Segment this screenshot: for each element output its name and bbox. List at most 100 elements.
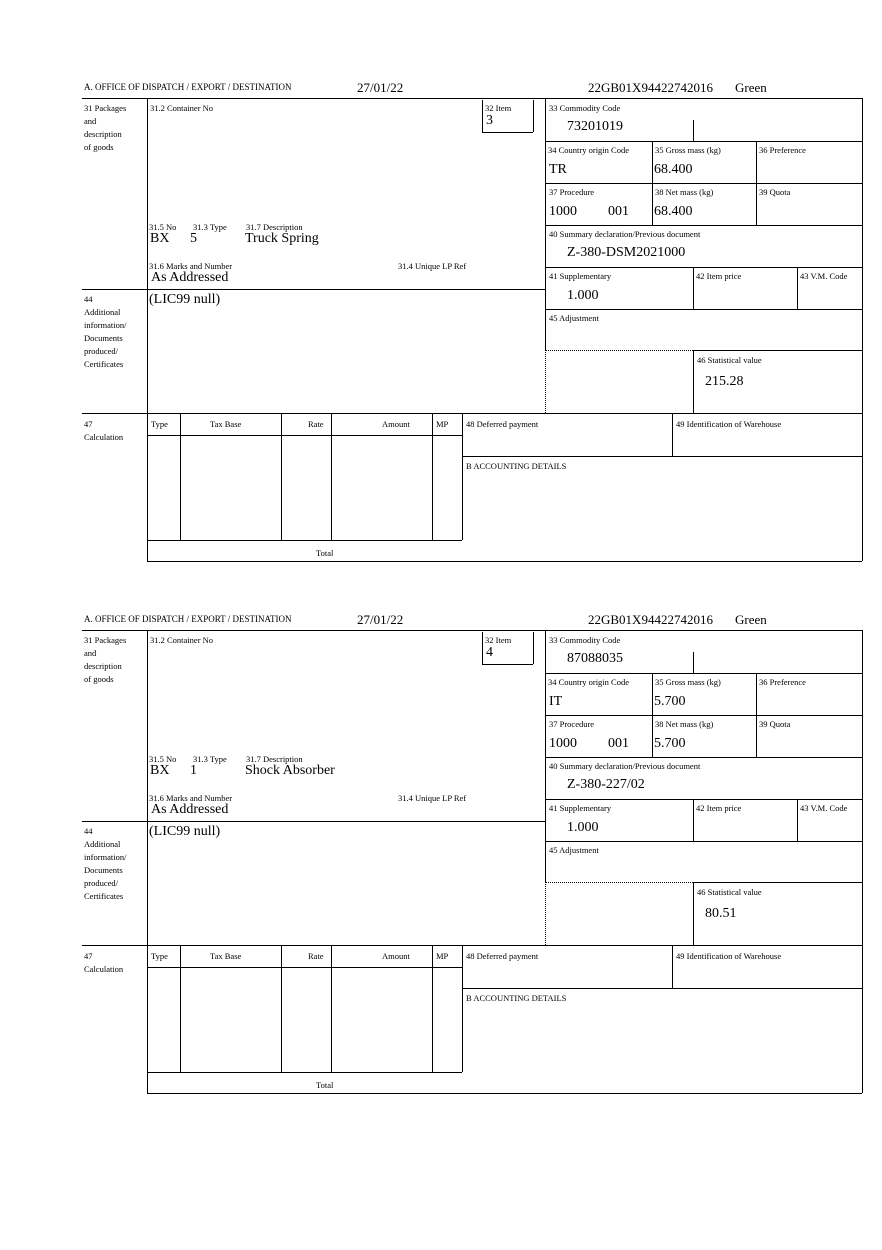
- rule: [797, 267, 798, 309]
- calc-column-header: Amount: [382, 951, 410, 961]
- statistical-value-label: 46 Statistical value: [697, 355, 762, 365]
- net-mass: 68.400: [654, 204, 693, 219]
- warehouse-label: 49 Identification of Warehouse: [676, 951, 782, 961]
- marks-value: As Addressed: [151, 270, 229, 285]
- rule: [797, 799, 798, 841]
- gross-mass: 68.400: [654, 162, 693, 177]
- country-origin-label: 34 Country origin Code: [548, 145, 629, 155]
- calc-column-header: Amount: [382, 419, 410, 429]
- rule: [693, 267, 694, 309]
- rule: [281, 413, 282, 540]
- rule: [545, 183, 862, 184]
- rule: [545, 141, 862, 142]
- summary-declaration: Z-380-227/02: [567, 777, 645, 792]
- package-count: 1: [190, 763, 197, 778]
- procedure-code: 1000: [549, 204, 577, 219]
- rule: [545, 225, 862, 226]
- calc-column-header: Type: [151, 951, 168, 961]
- additional-info-label: Additional: [84, 839, 121, 849]
- route-status: Green: [735, 80, 767, 95]
- net-mass-label: 38 Net mass (kg): [655, 719, 714, 729]
- rule: [82, 821, 545, 822]
- calc-column-header: Rate: [308, 951, 324, 961]
- commodity-code: 87088035: [567, 651, 623, 666]
- procedure-code: 1000: [549, 736, 577, 751]
- rule: [147, 98, 148, 561]
- rule: [462, 988, 862, 989]
- rule: [693, 799, 694, 841]
- rule: [672, 945, 673, 988]
- additional-info-label: produced/: [84, 346, 118, 356]
- package-count: 5: [190, 231, 197, 246]
- additional-info-label: produced/: [84, 878, 118, 888]
- no-label: 31.5 No: [149, 222, 177, 232]
- type-label: 31.3 Type: [193, 222, 227, 232]
- total-label: Total: [316, 548, 334, 558]
- calc-column-header: Tax Base: [210, 419, 242, 429]
- calculation-label: Calculation: [84, 432, 124, 442]
- additional-info-label: information/: [84, 320, 127, 330]
- rule: [545, 267, 862, 268]
- rule: [545, 630, 546, 882]
- procedure-label: 37 Procedure: [549, 187, 595, 197]
- rule: [693, 652, 694, 673]
- package-kind: BX: [150, 231, 170, 246]
- rule: [82, 630, 862, 631]
- rule: [545, 841, 862, 842]
- type-label: 31.3 Type: [193, 754, 227, 764]
- rule: [331, 413, 332, 540]
- statistical-value: 215.28: [705, 374, 744, 389]
- rule: [652, 673, 653, 757]
- statistical-value-label: 46 Statistical value: [697, 887, 762, 897]
- net-mass: 5.700: [654, 736, 686, 751]
- vm-code-label: 43 V.M. Code: [800, 271, 848, 281]
- rule: [693, 882, 694, 945]
- route-status: Green: [735, 612, 767, 627]
- warehouse-label: 49 Identification of Warehouse: [676, 419, 782, 429]
- rule: [533, 632, 534, 664]
- item-price-label: 42 Item price: [696, 803, 742, 813]
- rule: [672, 413, 673, 456]
- additional-info-label: Additional: [84, 307, 121, 317]
- gross-mass: 5.700: [654, 694, 686, 709]
- rule: [82, 413, 862, 414]
- item-number: 3: [486, 113, 493, 128]
- rule: [545, 673, 862, 674]
- procedure-subcode: 001: [608, 204, 629, 219]
- preference-label: 36 Preference: [759, 677, 806, 687]
- rule: [545, 715, 862, 716]
- rule: [147, 435, 462, 436]
- item-label: 32 Item: [485, 103, 512, 113]
- calc-column-header: Rate: [308, 419, 324, 429]
- supplementary-label: 41 Supplementary: [549, 271, 612, 281]
- rule: [180, 413, 181, 540]
- gross-mass-label: 35 Gross mass (kg): [655, 677, 721, 687]
- rule: [147, 630, 148, 1093]
- goods-description: Truck Spring: [245, 231, 319, 246]
- calc-column-header: MP: [436, 951, 449, 961]
- calc-column-header: Type: [151, 419, 168, 429]
- rule: [432, 413, 433, 540]
- additional-info-label: 44: [84, 826, 93, 836]
- declaration-item-form: A. OFFICE OF DISPATCH / EXPORT / DESTINA…: [0, 78, 882, 578]
- rule: [693, 882, 862, 883]
- rule: [862, 98, 863, 561]
- rule: [331, 945, 332, 1072]
- declaration-reference: 22GB01X94422742016: [588, 80, 713, 95]
- vm-code-label: 43 V.M. Code: [800, 803, 848, 813]
- date: 27/01/22: [357, 80, 404, 95]
- rule: [462, 456, 862, 457]
- item-label: 32 Item: [485, 635, 512, 645]
- declaration-reference: 22GB01X94422742016: [588, 612, 713, 627]
- total-label: Total: [316, 1080, 334, 1090]
- accounting-details-label: B ACCOUNTING DETAILS: [466, 993, 567, 1003]
- summary-declaration-label: 40 Summary declaration/Previous document: [549, 761, 701, 771]
- unique-ref-label: 31.4 Unique LP Ref: [398, 261, 467, 271]
- rule: [82, 289, 545, 290]
- container-no-label: 31.2 Container No: [150, 635, 214, 645]
- additional-info-label: 44: [84, 294, 93, 304]
- deferred-payment-label: 48 Deferred payment: [466, 951, 539, 961]
- rule: [482, 632, 483, 664]
- marks-label: 31.6 Marks and Number: [149, 793, 233, 803]
